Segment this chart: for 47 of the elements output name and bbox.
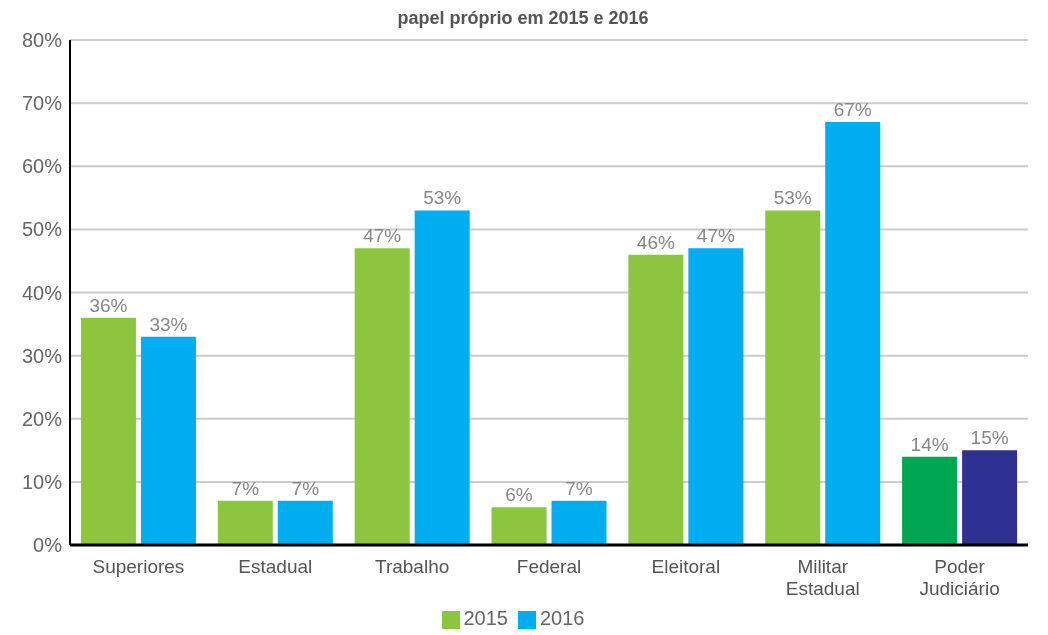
x-tick-label: Militar Estadual bbox=[785, 556, 860, 599]
data-label: 7% bbox=[231, 477, 260, 499]
data-label: 14% bbox=[910, 433, 949, 455]
data-label: 36% bbox=[89, 294, 128, 316]
bar bbox=[80, 317, 136, 545]
y-tick-label: 50% bbox=[21, 218, 63, 241]
bar bbox=[902, 456, 958, 545]
x-tick-label: Poder Judiciário bbox=[919, 556, 1000, 599]
bar bbox=[277, 500, 333, 545]
data-label: 33% bbox=[149, 313, 188, 335]
data-label: 47% bbox=[363, 225, 402, 247]
bar bbox=[217, 500, 273, 545]
data-label: 7% bbox=[565, 477, 593, 499]
y-tick-label: 70% bbox=[21, 92, 63, 115]
x-tick-label: Superiores bbox=[92, 556, 185, 577]
data-label: 6% bbox=[505, 484, 533, 506]
legend-label: 2015 bbox=[463, 607, 508, 629]
y-tick-label: 0% bbox=[33, 534, 63, 557]
data-label: 67% bbox=[833, 99, 872, 121]
y-tick-label: 80% bbox=[21, 29, 63, 52]
x-tick-label: Trabalho bbox=[374, 556, 450, 577]
data-label: 7% bbox=[291, 477, 320, 499]
bar bbox=[354, 248, 410, 545]
bar bbox=[551, 500, 607, 545]
bar bbox=[414, 210, 470, 545]
y-tick-label: 60% bbox=[21, 155, 63, 178]
bar bbox=[765, 210, 821, 545]
data-label: 47% bbox=[696, 225, 735, 247]
data-label: 46% bbox=[636, 231, 675, 253]
x-tick-label: Federal bbox=[516, 556, 582, 577]
chart-title: papel próprio em 2015 e 2016 bbox=[396, 8, 650, 30]
y-tick-label: 10% bbox=[21, 470, 63, 493]
data-label: 15% bbox=[970, 427, 1009, 449]
bar bbox=[140, 336, 196, 545]
bar bbox=[825, 122, 881, 545]
x-tick-label: Estadual bbox=[238, 556, 313, 577]
bar bbox=[688, 248, 744, 545]
y-tick-label: 40% bbox=[21, 281, 63, 304]
bar bbox=[962, 450, 1018, 545]
y-tick-label: 20% bbox=[21, 407, 63, 430]
data-label: 53% bbox=[773, 187, 812, 209]
data-label: 53% bbox=[423, 187, 462, 209]
x-tick-label: Eleitoral bbox=[651, 556, 721, 577]
bar bbox=[628, 254, 684, 545]
y-tick-label: 30% bbox=[21, 344, 63, 367]
bar bbox=[491, 507, 547, 545]
legend-label: 2016 bbox=[540, 607, 585, 629]
